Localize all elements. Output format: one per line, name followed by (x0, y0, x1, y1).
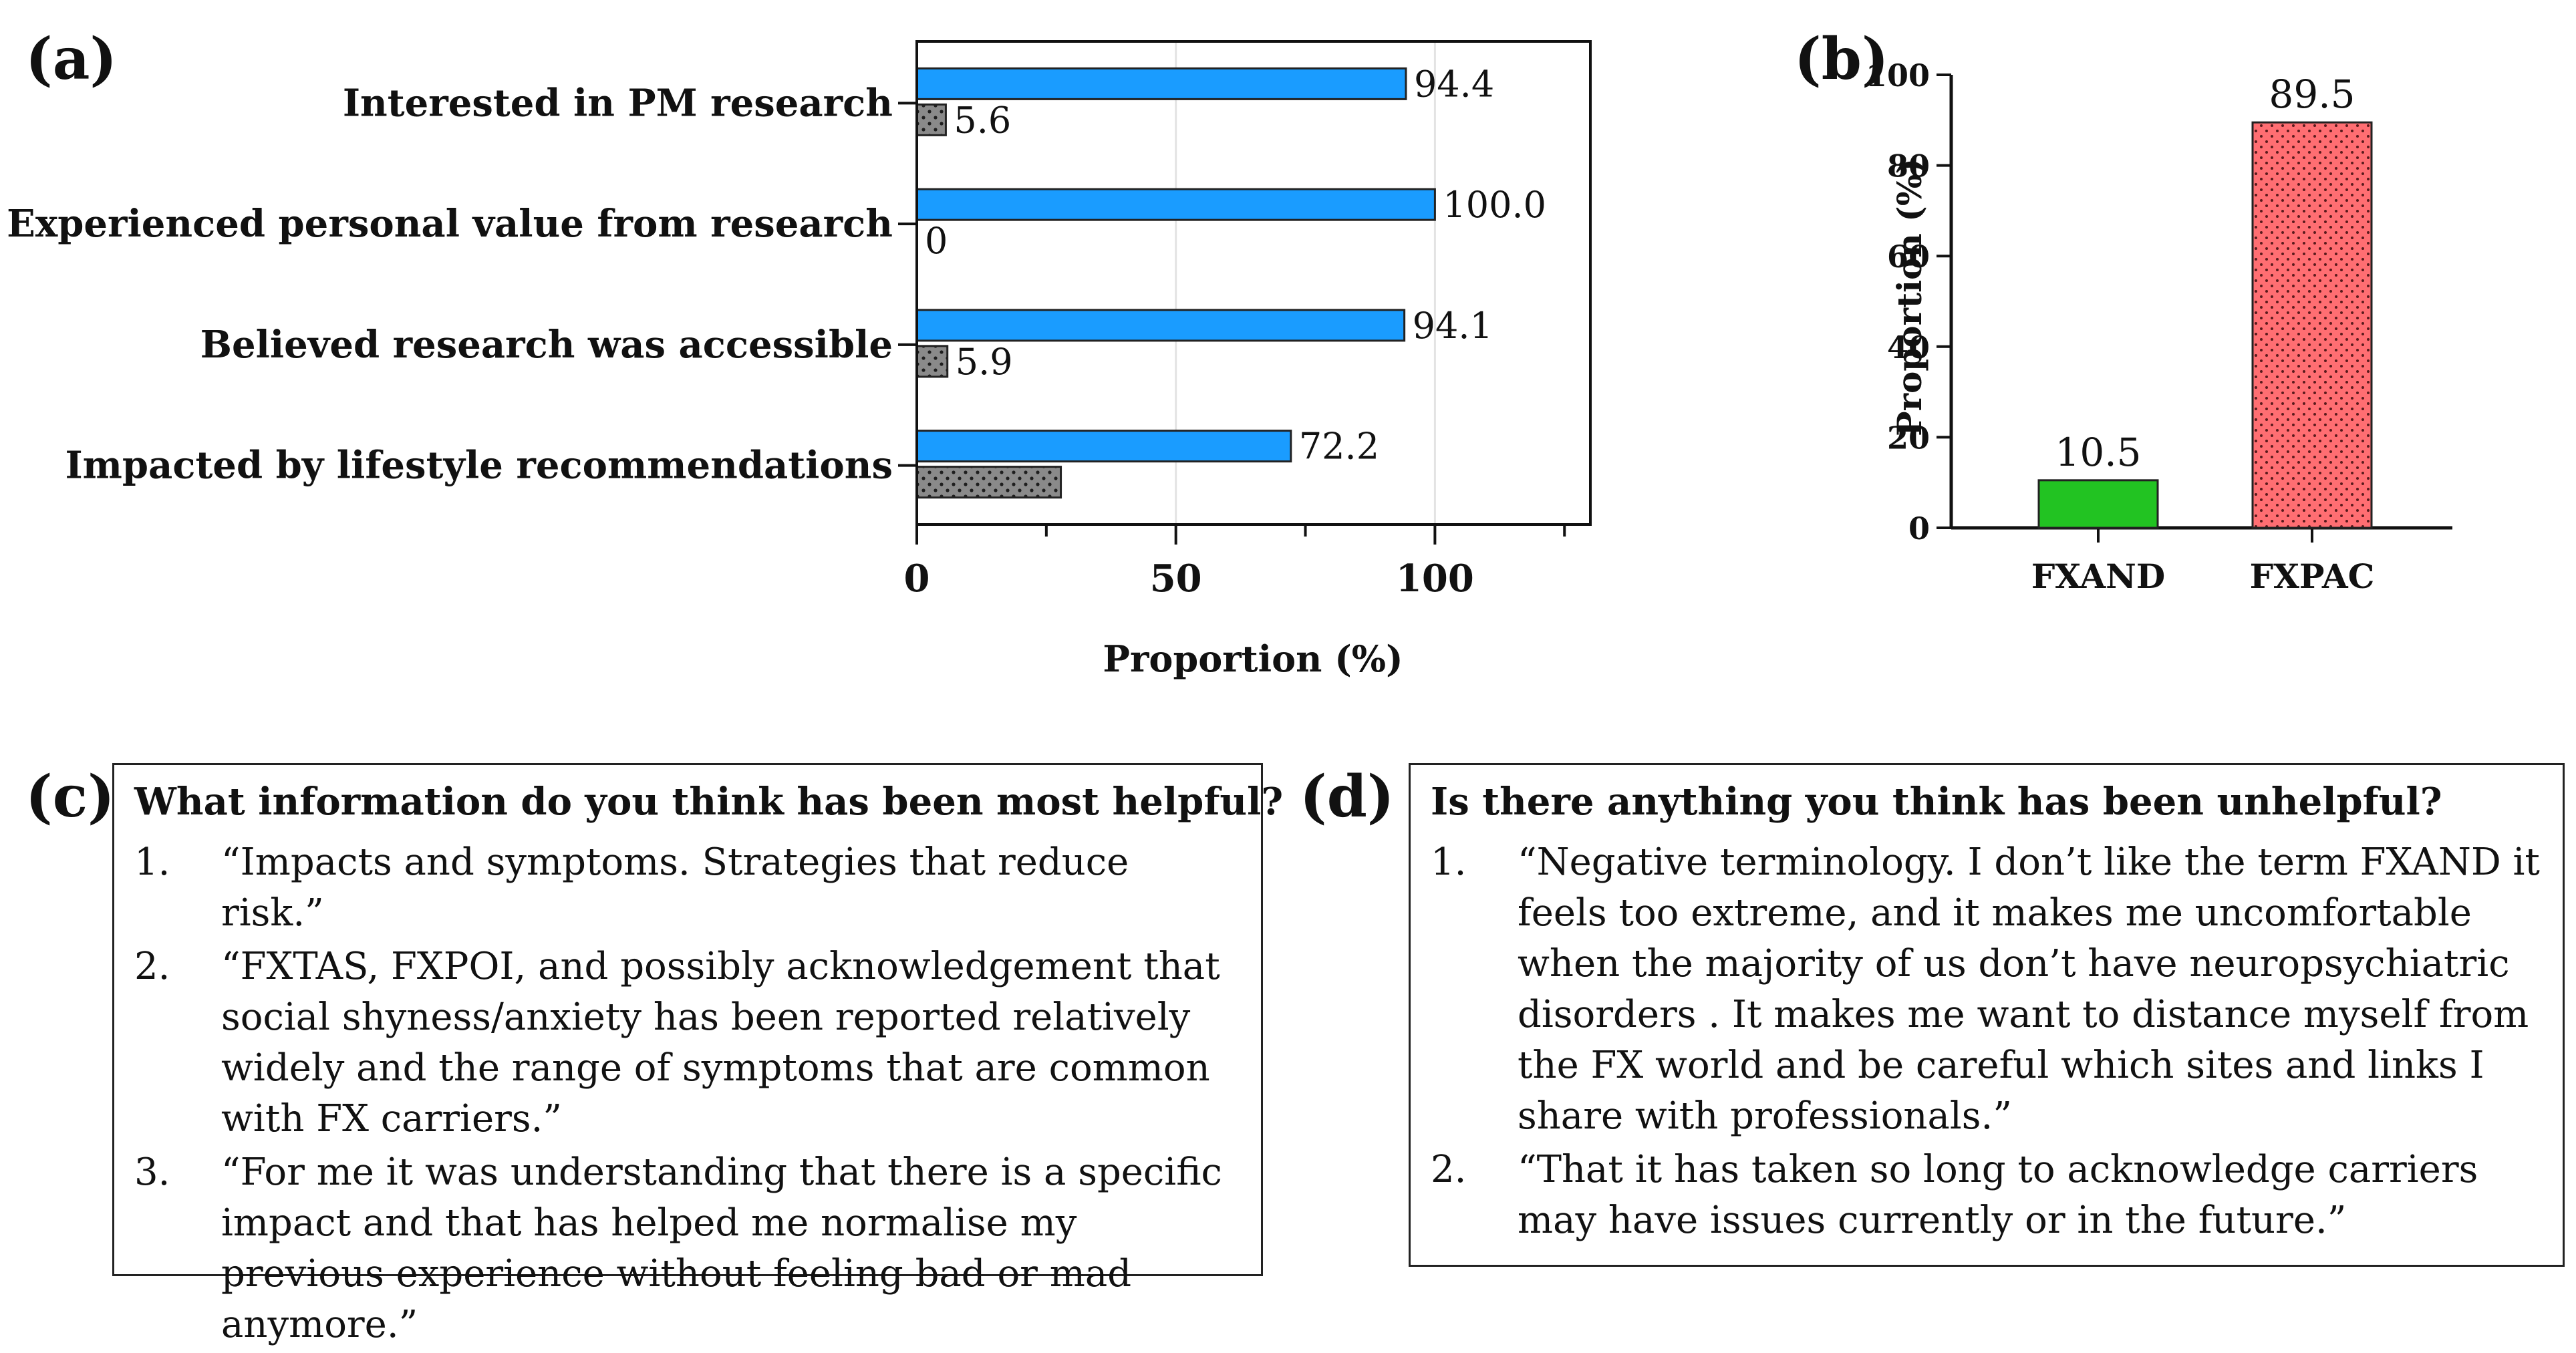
chart-a-bar-series1 (915, 188, 1436, 221)
chart-b-x-tick-label: FXPAC (2250, 557, 2375, 596)
chart-a-data-label: 5.9 (956, 341, 1013, 383)
quote-text: “Negative terminology. I don’t like the … (1518, 841, 2540, 1138)
quote-text: “That it has taken so long to acknowledg… (1518, 1148, 2478, 1242)
helpful-info-list: 1. “Impacts and symptoms. Strategies that… (134, 837, 1241, 1353)
helpful-info-title: What information do you think has been m… (134, 780, 1284, 824)
helpful-info-box: What information do you think has been m… (112, 763, 1283, 1346)
chart-a-data-label: 72.2 (1299, 426, 1379, 468)
chart-a-data-label: 100.0 (1443, 184, 1546, 226)
chart-a-bar-series2 (915, 466, 1062, 499)
unhelpful-info-box: Is there anything you think has been unh… (1409, 763, 2565, 1267)
quote-item: 1. “Impacts and symptoms. Strategies that… (134, 837, 1241, 939)
chart-a-x-tick-label: 100 (1396, 557, 1474, 601)
chart-a-x-tick-label: 0 (904, 557, 930, 601)
chart-a-category-label: Impacted by lifestyle recommendations (65, 444, 893, 488)
chart-a-bar-series1 (915, 309, 1406, 342)
chart-a-category-label: Experienced personal value from research (7, 202, 893, 246)
chart-b-data-label: 89.5 (2269, 71, 2355, 117)
quote-item: 2. “That it has taken so long to acknowle… (1431, 1145, 2543, 1246)
panel-label-a: (a) (25, 25, 118, 93)
chart-a-bar-series1 (915, 430, 1292, 463)
chart-b-data-label: 10.5 (2055, 430, 2141, 475)
quote-text: “FXTAS, FXPOI, and possibly acknowledgem… (221, 945, 1220, 1141)
chart-a-category-label: Interested in PM research (343, 81, 893, 125)
chart-b-y-tick-label: 80 (1887, 148, 1930, 184)
chart-a-bar-series2 (915, 345, 949, 378)
chart-b-y-tick-label: 0 (1908, 510, 1930, 547)
chart-b-y-tick-label: 20 (1887, 420, 1930, 456)
chart-b-y-axis-label: Proportion (%) (1890, 158, 1929, 436)
chart-b-y-tick-label: 40 (1887, 329, 1930, 365)
chart-a-x-tick-label: 50 (1150, 557, 1202, 601)
panel-label-d: (d) (1300, 763, 1395, 831)
quote-item: 1. “Negative terminology. I don’t like th… (1431, 837, 2543, 1142)
chart-a-data-label: 94.4 (1414, 63, 1494, 105)
panel-label-c: (c) (25, 763, 115, 831)
quote-item: 2. “FXTAS, FXPOI, and possibly acknowledg… (134, 941, 1241, 1145)
chart-a-bar-series2 (915, 103, 947, 136)
chart-b-y-tick-label: 100 (1866, 57, 1930, 94)
unhelpful-info-list: 1. “Negative terminology. I don’t like th… (1431, 837, 2543, 1249)
quote-number: 2. (1431, 1148, 1467, 1191)
chart-a: 94.4 5.6 100.0 0 94.1 5.9 72.2 Interested in P… (7, 40, 1592, 680)
chart-b: 0 20 40 60 80 100 FXAND FXPAC 10.5 89.5 Proporti… (1866, 57, 2452, 596)
chart-b-y-tick-label: 60 (1887, 239, 1930, 275)
quote-text: “Impacts and symptoms. Strategies that r… (221, 841, 1129, 935)
chart-a-x-axis-label: Proportion (%) (1103, 637, 1403, 680)
quote-item: 3. “For me it was understanding that ther… (134, 1147, 1241, 1350)
chart-b-bar-fxand (2037, 479, 2159, 529)
chart-b-bar-fxpac (2251, 121, 2373, 529)
chart-b-x-tick-label: FXAND (2031, 557, 2165, 596)
quote-text: “For me it was understanding that there … (221, 1151, 1222, 1346)
chart-a-frame (915, 40, 1592, 526)
chart-a-category-label: Believed research was accessible (200, 323, 893, 367)
quote-number: 3. (134, 1151, 170, 1194)
chart-a-data-label: 5.6 (954, 99, 1011, 141)
panel-label-b: (b) (1794, 25, 1889, 93)
chart-a-data-label: 0 (925, 220, 948, 262)
quote-number: 1. (134, 841, 170, 884)
unhelpful-info-title: Is there anything you think has been unh… (1431, 780, 2442, 824)
chart-a-bar-series1 (915, 67, 1407, 100)
quote-number: 2. (134, 945, 170, 988)
quote-number: 1. (1431, 841, 1467, 884)
chart-a-data-label: 94.1 (1413, 305, 1493, 347)
